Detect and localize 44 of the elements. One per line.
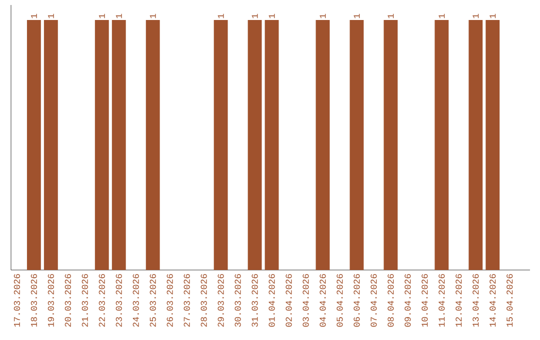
x-tick-label: 02.04.2026: [286, 274, 292, 327]
x-tick-label: 31.03.2026: [252, 274, 258, 327]
x-tick-label: 25.03.2026: [150, 274, 156, 327]
data-label: 1: [218, 14, 224, 18]
x-tick-label: 23.03.2026: [116, 274, 122, 327]
x-tick-label: 06.04.2026: [354, 274, 360, 327]
data-label: 1: [268, 14, 275, 18]
x-tick-label: 27.03.2026: [184, 274, 190, 327]
data-label: 1: [98, 14, 105, 18]
x-tick-label: 14.04.2026: [490, 274, 496, 327]
x-tick-label: 13.04.2026: [472, 274, 479, 327]
x-tick-label: 10.04.2026: [422, 274, 428, 327]
data-label: 1: [354, 14, 360, 18]
data-label: 1: [30, 14, 37, 18]
data-label: 1: [472, 14, 479, 18]
x-tick-label: 24.03.2026: [132, 274, 139, 327]
data-label: 1: [490, 14, 496, 18]
x-tick-label: 30.03.2026: [234, 274, 241, 327]
x-tick-label: 19.03.2026: [48, 274, 54, 327]
x-tick-label: 17.03.2026: [14, 274, 20, 327]
x-tick-label: 03.04.2026: [302, 274, 309, 327]
data-label: 1: [320, 14, 326, 18]
x-tick-label: 15.04.2026: [506, 274, 513, 327]
x-tick-label: 04.04.2026: [320, 274, 326, 327]
data-label: 1: [116, 14, 122, 18]
x-tick-label: 21.03.2026: [82, 274, 88, 327]
x-tick-label: 08.04.2026: [388, 274, 394, 327]
x-tick-label: 20.03.2026: [64, 274, 71, 327]
x-tick-label: 01.04.2026: [268, 274, 275, 327]
data-label: 1: [48, 14, 54, 18]
data-label: 1: [438, 14, 445, 18]
x-tick-label: 26.03.2026: [166, 274, 173, 327]
x-tick-label: 18.03.2026: [30, 274, 37, 327]
x-tick-label: 11.04.2026: [438, 274, 445, 327]
x-tick-label: 29.03.2026: [218, 274, 224, 327]
x-tick-label: 07.04.2026: [370, 274, 377, 327]
data-label: 1: [252, 14, 258, 18]
x-tick-label: 22.03.2026: [98, 274, 105, 327]
x-tick-label: 09.04.2026: [404, 274, 411, 327]
x-tick-label: 12.04.2026: [456, 274, 462, 327]
x-tick-label: 05.04.2026: [336, 274, 343, 327]
data-label: 1: [150, 14, 156, 18]
x-tick-label: 28.03.2026: [200, 274, 207, 327]
data-label: 1: [388, 14, 394, 18]
